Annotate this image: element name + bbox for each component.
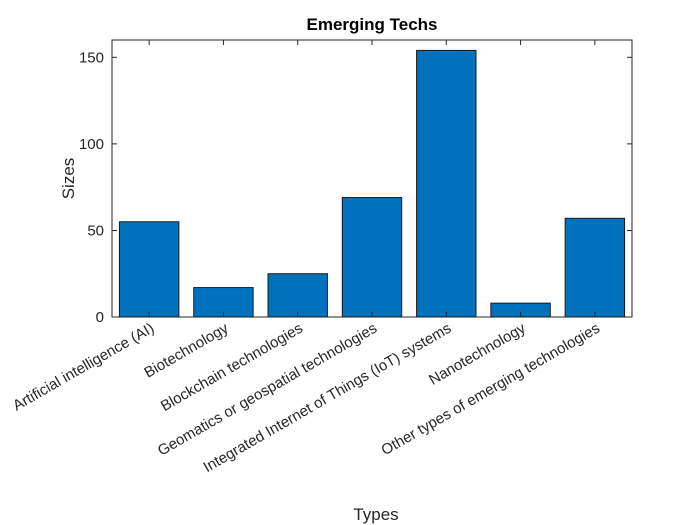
y-tick-label: 150 bbox=[79, 49, 104, 66]
y-axis-label: Sizes bbox=[59, 158, 78, 200]
bar-geomatics-or-geospatial-technologies bbox=[341, 197, 403, 318]
y-tick-label: 100 bbox=[79, 136, 104, 153]
bar-integrated-internet-of-things-iot-systems bbox=[416, 49, 477, 318]
bar-artificial-intelligence-ai bbox=[118, 221, 180, 318]
bar-blockchain-technologies bbox=[267, 273, 328, 318]
y-tick-label: 0 bbox=[96, 309, 104, 326]
chart-title: Emerging Techs bbox=[307, 15, 438, 34]
y-tick-label: 50 bbox=[87, 222, 104, 239]
x-axis-label: Types bbox=[353, 505, 398, 524]
bar-other-types-of-emerging-technologies bbox=[564, 217, 626, 318]
y-axis-ticks: 0 50 100 150 bbox=[79, 49, 632, 326]
bars-group bbox=[118, 49, 626, 318]
